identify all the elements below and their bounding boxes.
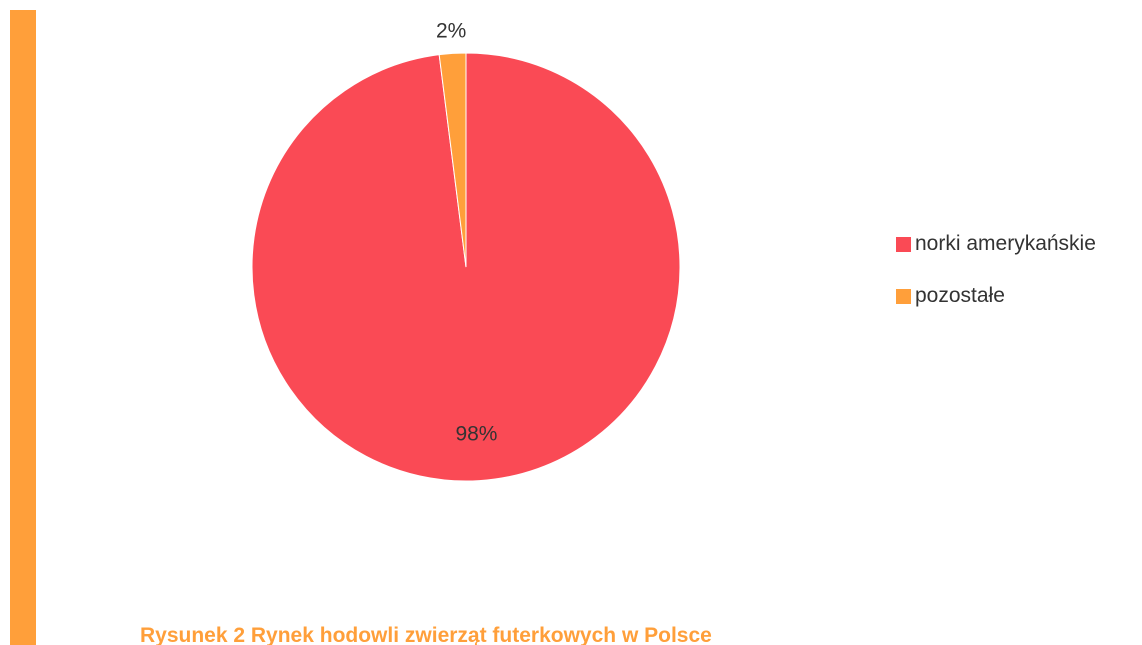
legend-label-pozostale: pozostałe — [915, 284, 1005, 308]
figure-caption: Rysunek 2 Rynek hodowli zwierząt futerko… — [140, 624, 712, 645]
legend-swatch-norki — [896, 237, 911, 252]
chart-legend: norki amerykańskie pozostałe — [896, 230, 1096, 334]
legend-item-norki: norki amerykańskie — [896, 230, 1096, 258]
slice-label-0: 98% — [455, 423, 497, 446]
slice-label-1: 2% — [436, 19, 466, 42]
legend-swatch-pozostale — [896, 289, 911, 304]
legend-item-pozostale: pozostałe — [896, 282, 1096, 310]
legend-label-norki: norki amerykańskie — [915, 232, 1096, 256]
